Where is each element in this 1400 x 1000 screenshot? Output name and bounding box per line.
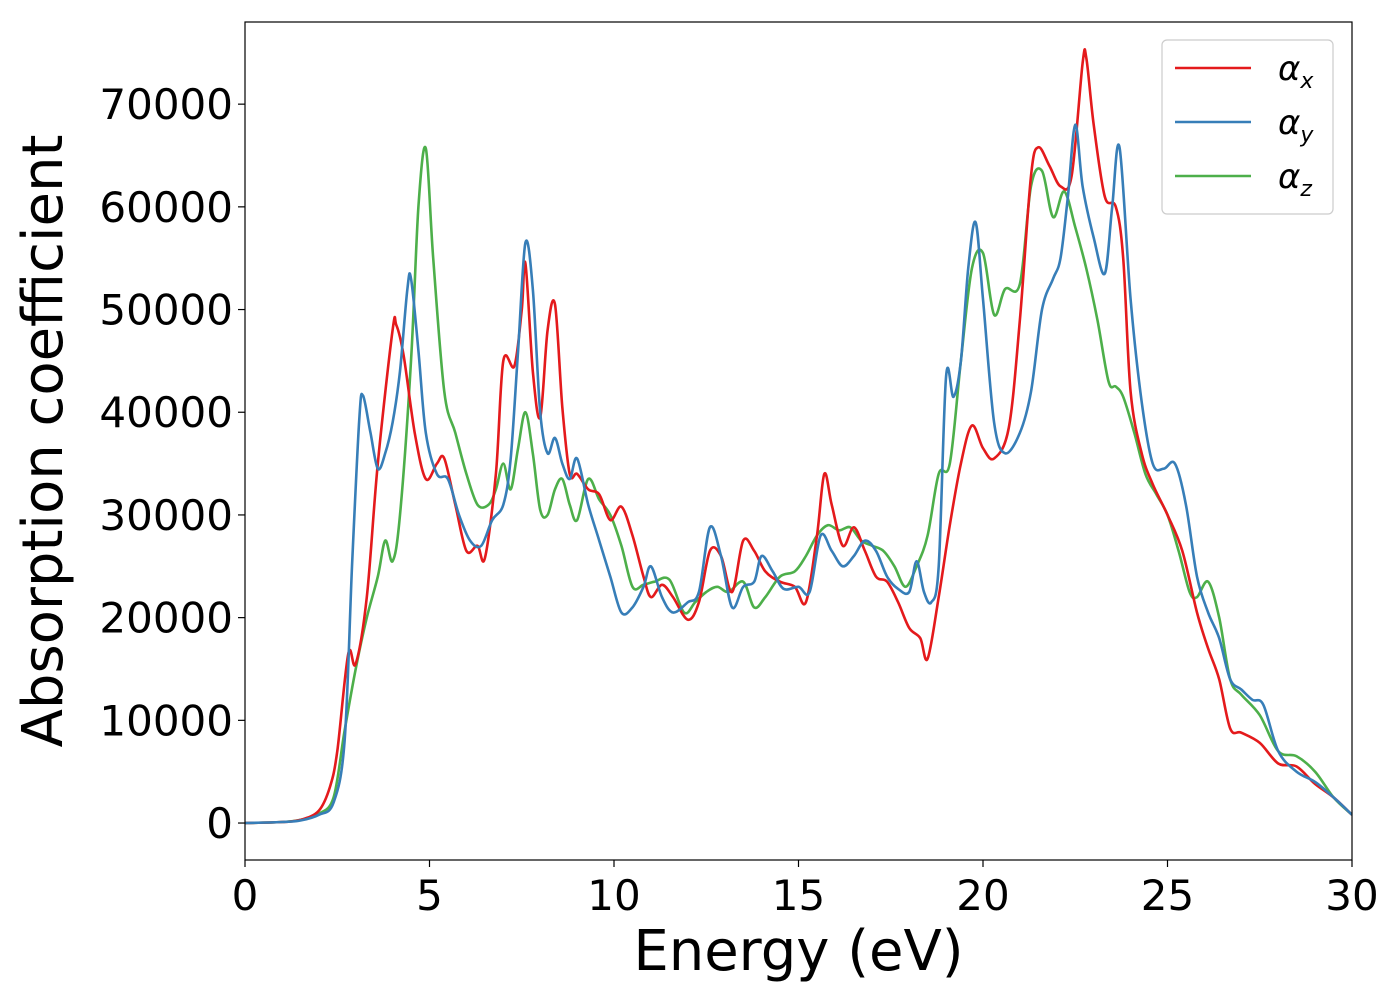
- y-tick-label: 10000: [99, 696, 233, 745]
- y-tick-label: 70000: [99, 80, 233, 129]
- series-line-x: [245, 47, 1352, 825]
- x-tick-label: 30: [1325, 871, 1378, 920]
- x-axis-title: Energy (eV): [633, 919, 963, 984]
- y-axis-ticks: 0 10000 20000 30000 40000 50000 60000 70000: [99, 80, 245, 848]
- series-line-z: [245, 145, 1352, 825]
- series-layer: [245, 47, 1352, 825]
- x-tick-label: 25: [1141, 871, 1194, 920]
- legend-box: [1161, 39, 1334, 215]
- y-tick-label: 30000: [99, 491, 233, 540]
- y-tick-label: 40000: [99, 388, 233, 437]
- x-tick-label: 0: [232, 871, 259, 920]
- series-line-y: [245, 123, 1352, 825]
- x-axis-ticks: 0 5 10 15 20 25 30: [232, 860, 1379, 920]
- y-tick-label: 0: [206, 799, 233, 848]
- x-tick-label: 5: [416, 871, 443, 920]
- y-tick-label: 60000: [99, 183, 233, 232]
- x-tick-label: 15: [772, 871, 825, 920]
- x-tick-label: 20: [956, 871, 1009, 920]
- x-tick-label: 10: [587, 871, 640, 920]
- y-axis-title: Absorption coefficient: [11, 135, 76, 748]
- y-tick-label: 50000: [99, 286, 233, 335]
- y-tick-label: 20000: [99, 594, 233, 643]
